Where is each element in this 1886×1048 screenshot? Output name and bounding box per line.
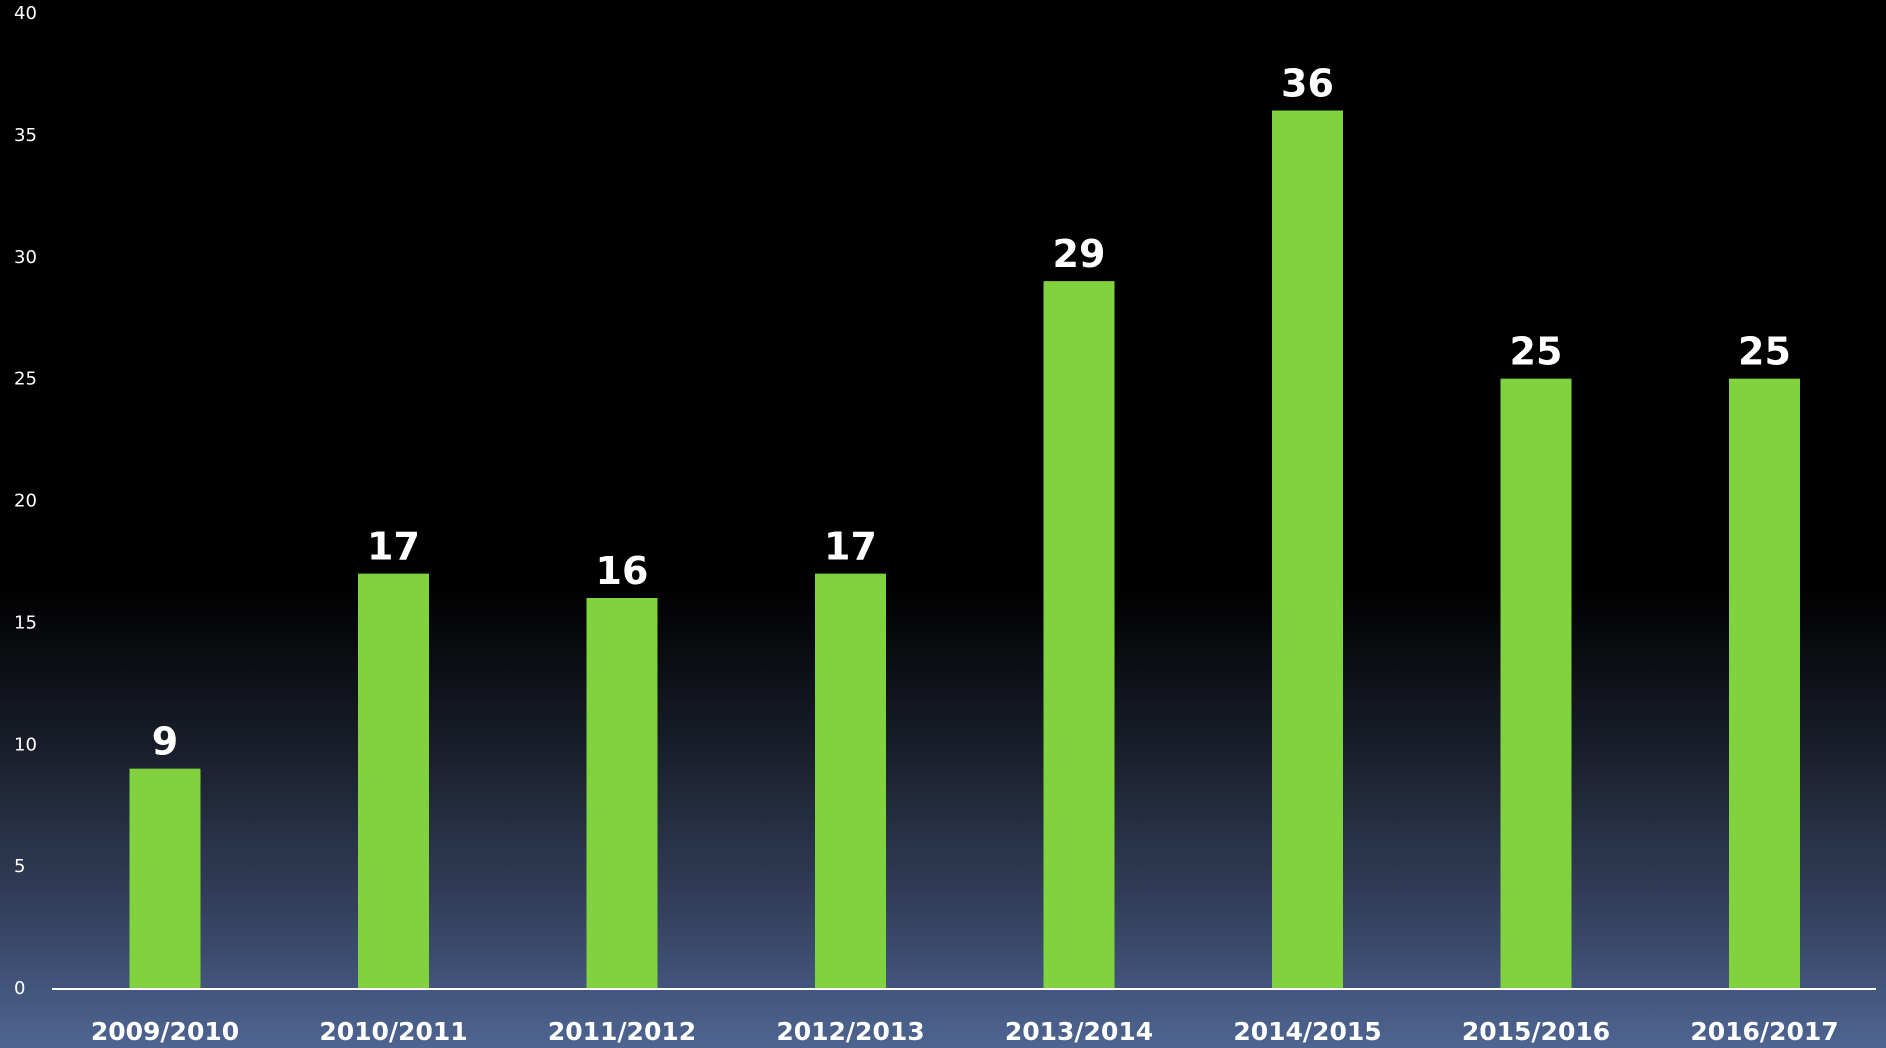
x-tick-label: 2014/2015 [1233,1017,1381,1046]
x-tick-label: 2010/2011 [319,1017,467,1046]
data-label: 29 [1053,232,1106,276]
x-tick-label: 2011/2012 [548,1017,696,1046]
bar [1272,110,1343,988]
x-tick-label: 2015/2016 [1462,1017,1610,1046]
x-tick-label: 2013/2014 [1005,1017,1153,1046]
x-axis: 2009/2010 2010/2011 2011/2012 2012/2013 2013… [91,1017,1839,1046]
y-tick-label: 35 [14,125,37,146]
data-label: 17 [824,525,877,569]
bar [1500,378,1572,988]
data-label: 25 [1510,330,1563,374]
bar [1043,281,1115,988]
bars [129,110,1800,988]
y-tick-label: 0 [14,978,25,999]
bar [586,598,658,988]
data-label: 16 [596,549,649,593]
data-label: 25 [1738,330,1791,374]
bar [815,573,886,988]
data-labels: 9 17 16 17 29 36 25 25 [152,62,1791,764]
x-tick-label: 2012/2013 [776,1017,924,1046]
bar [129,768,201,988]
y-axis: 0 5 10 15 20 25 30 35 40 [14,3,37,999]
data-label: 9 [152,720,178,764]
y-tick-label: 5 [14,856,25,877]
y-tick-label: 10 [14,734,37,755]
y-tick-label: 30 [14,247,37,268]
data-label: 36 [1281,62,1334,106]
data-label: 17 [367,525,420,569]
y-tick-label: 25 [14,369,37,390]
y-tick-label: 20 [14,491,37,512]
x-tick-label: 2016/2017 [1690,1017,1838,1046]
y-tick-label: 15 [14,612,37,633]
x-tick-label: 2009/2010 [91,1017,239,1046]
bar [1729,378,1800,988]
y-tick-label: 40 [14,3,37,24]
bar [358,573,429,988]
